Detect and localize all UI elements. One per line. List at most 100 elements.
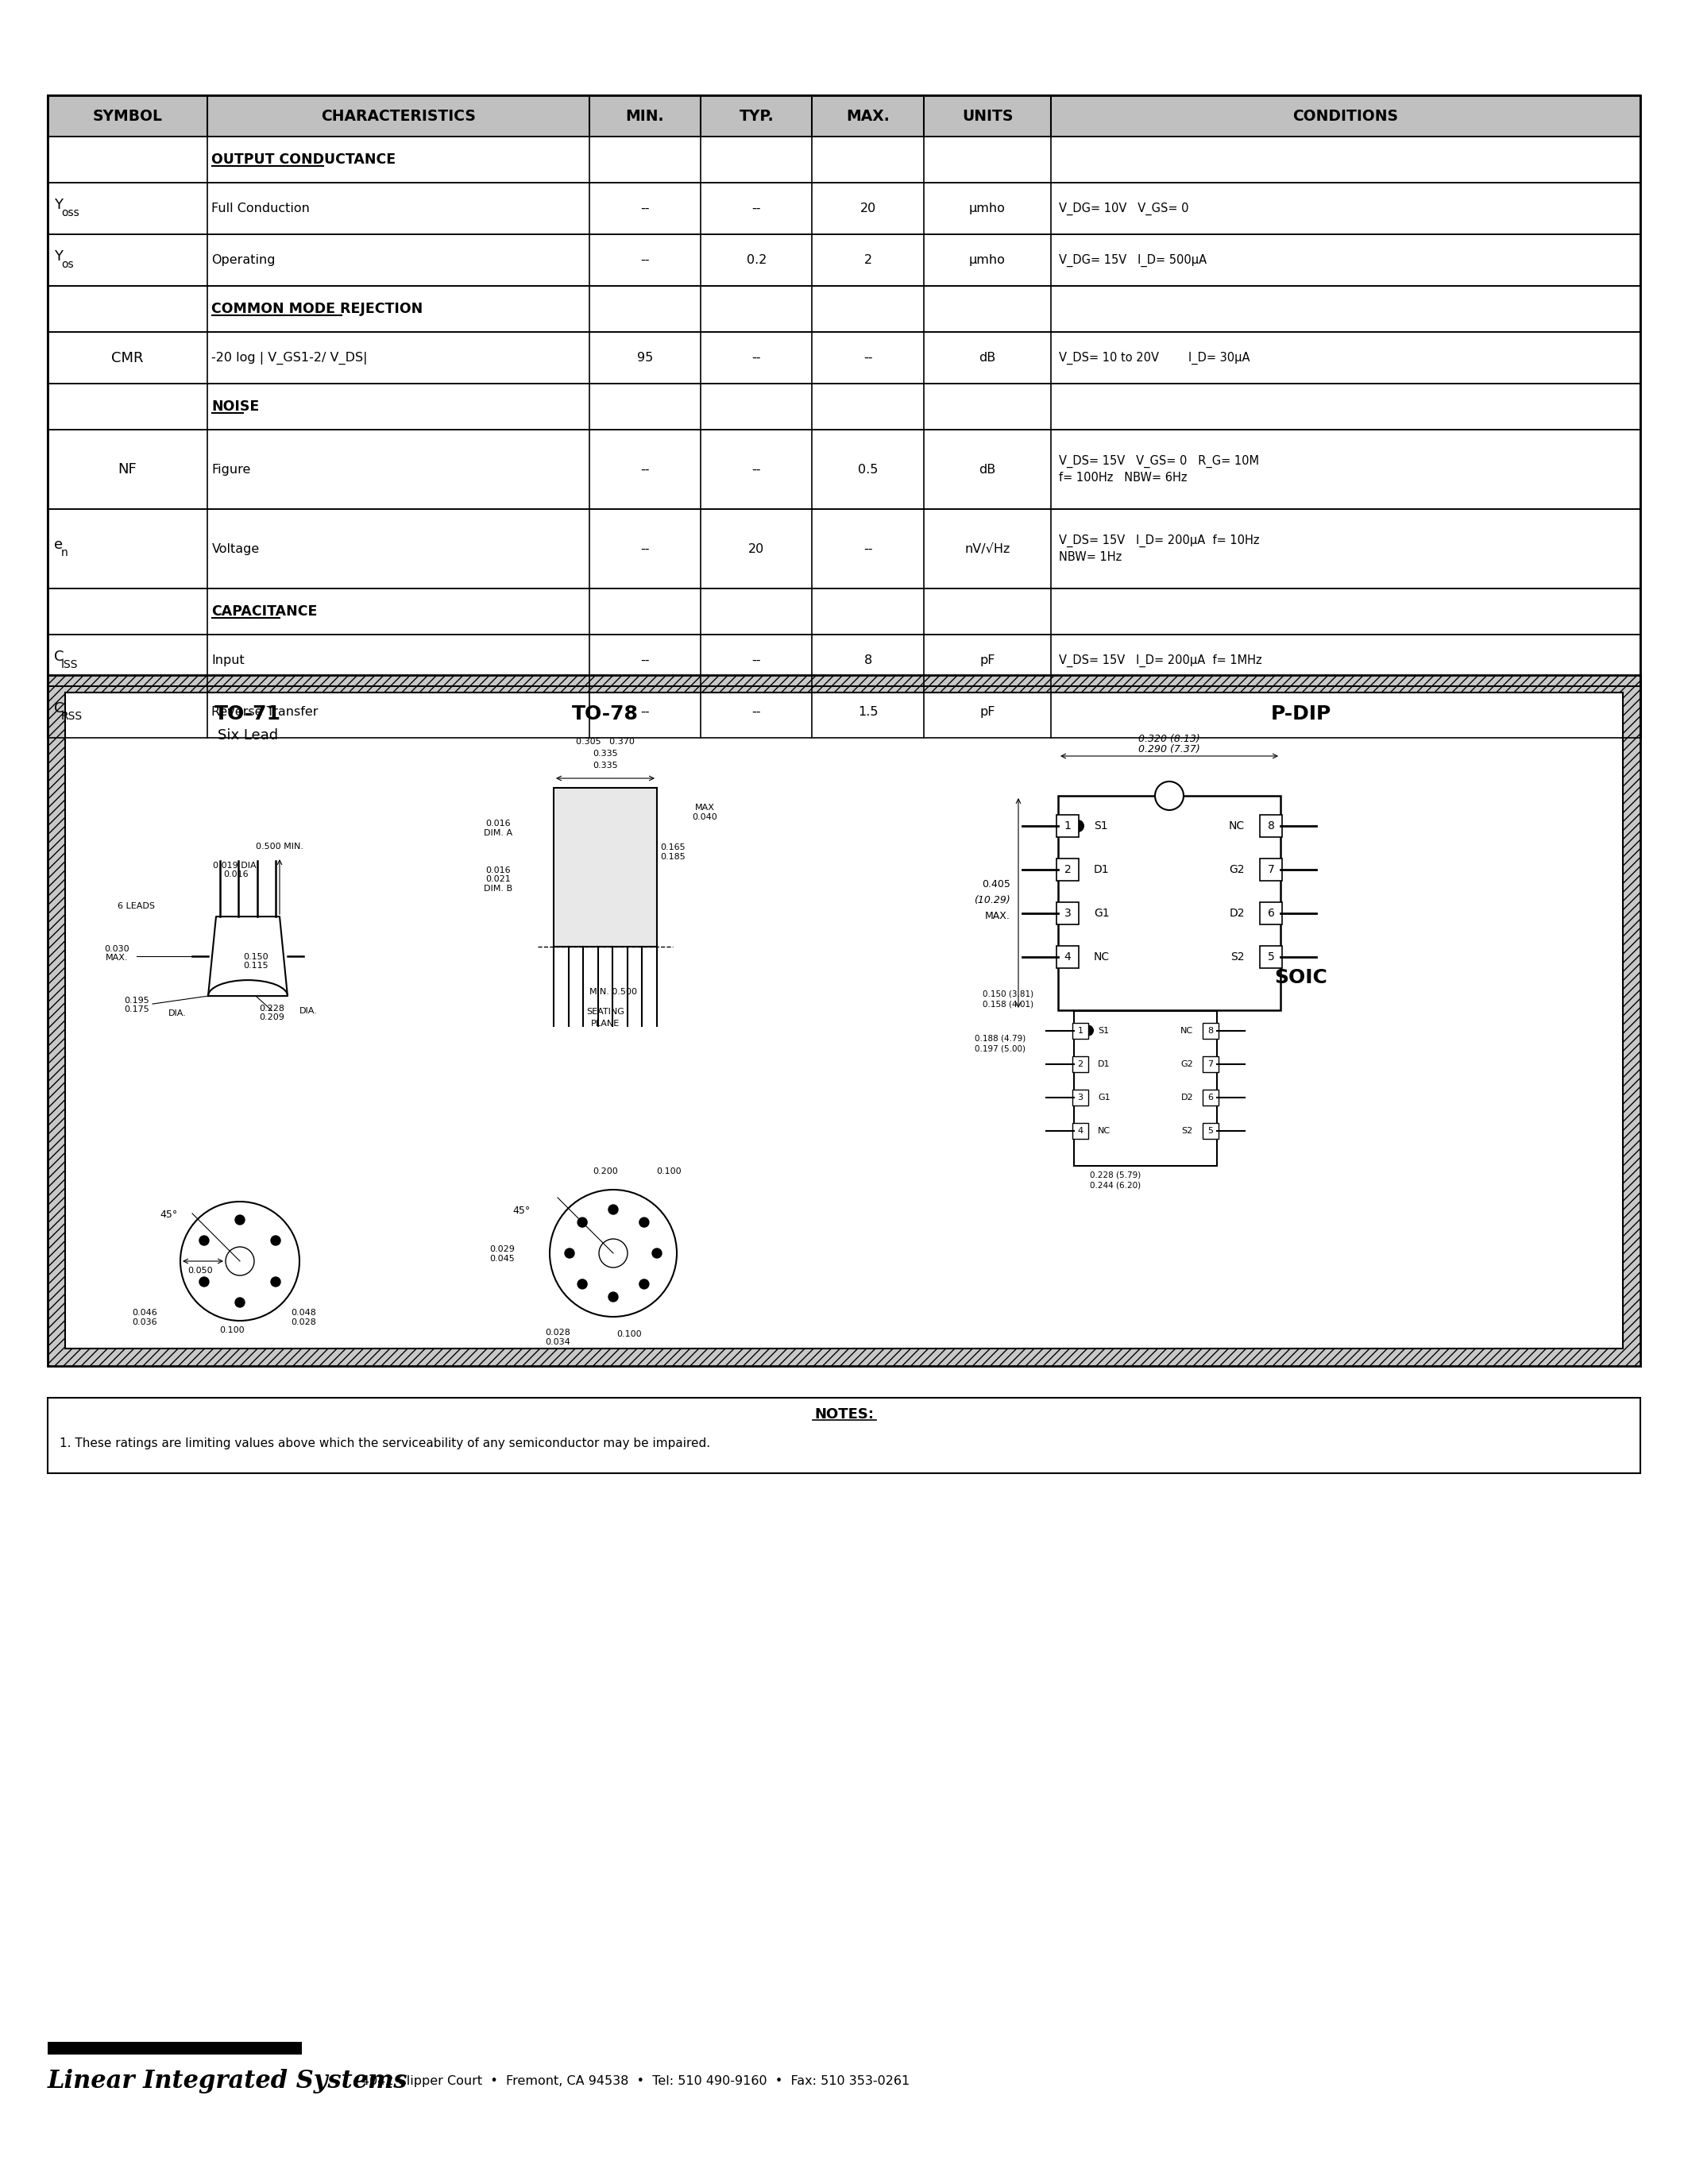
Circle shape — [199, 1278, 209, 1286]
Text: CHARACTERISTICS: CHARACTERISTICS — [321, 109, 476, 124]
Text: NOTES:: NOTES: — [814, 1406, 874, 1422]
Text: 0.335: 0.335 — [592, 749, 618, 758]
Text: pF: pF — [979, 655, 996, 666]
Text: 0.197 (5.00): 0.197 (5.00) — [974, 1044, 1026, 1053]
Text: os: os — [61, 258, 74, 269]
Text: 0.050: 0.050 — [187, 1267, 213, 1275]
Text: Reverse Transfer: Reverse Transfer — [211, 705, 319, 719]
Text: V_DG= 15V   I_D= 500μA: V_DG= 15V I_D= 500μA — [1058, 253, 1207, 266]
Text: G2: G2 — [1180, 1059, 1193, 1068]
Text: 0.290 (7.37): 0.290 (7.37) — [1138, 745, 1200, 753]
Bar — [47, 1398, 1641, 1474]
Bar — [1057, 946, 1079, 968]
Text: 0.228 (5.79): 0.228 (5.79) — [1090, 1171, 1141, 1179]
Circle shape — [640, 1216, 648, 1227]
Circle shape — [565, 1249, 574, 1258]
Bar — [47, 96, 1641, 738]
Text: TYP.: TYP. — [739, 109, 773, 124]
Text: 0.320 (8.13): 0.320 (8.13) — [1138, 734, 1200, 745]
Text: 1: 1 — [1063, 821, 1072, 832]
Text: 0.228
0.209: 0.228 0.209 — [258, 1005, 284, 1022]
Bar — [1072, 1090, 1089, 1105]
Text: 4: 4 — [1063, 952, 1072, 963]
Bar — [1057, 902, 1079, 924]
Text: dB: dB — [979, 463, 996, 476]
Text: S2: S2 — [1182, 1127, 1193, 1133]
Text: ISS: ISS — [61, 660, 78, 670]
Text: 0.100: 0.100 — [616, 1330, 641, 1339]
Text: --: -- — [751, 203, 761, 214]
Text: -20 log | V_GS1-2/ V_DS|: -20 log | V_GS1-2/ V_DS| — [211, 352, 368, 365]
Text: --: -- — [751, 463, 761, 476]
Text: V_DG= 10V   V_GS= 0: V_DG= 10V V_GS= 0 — [1058, 203, 1188, 214]
Text: μmho: μmho — [969, 253, 1006, 266]
Circle shape — [235, 1297, 245, 1308]
Text: RSS: RSS — [61, 710, 83, 721]
Text: --: -- — [640, 544, 650, 555]
Text: NF: NF — [118, 463, 137, 476]
Text: MIN.: MIN. — [626, 109, 663, 124]
Text: G2: G2 — [1229, 865, 1244, 876]
Circle shape — [1072, 819, 1084, 832]
Text: 3: 3 — [1063, 909, 1072, 919]
Text: Input: Input — [211, 655, 245, 666]
Text: Figure: Figure — [211, 463, 252, 476]
Text: 2: 2 — [864, 253, 873, 266]
Bar — [1259, 902, 1283, 924]
Text: 6: 6 — [1209, 1094, 1214, 1101]
Text: SOIC: SOIC — [1274, 968, 1327, 987]
Text: 0.029
0.045: 0.029 0.045 — [490, 1245, 515, 1262]
Text: Operating: Operating — [211, 253, 275, 266]
Bar — [1202, 1090, 1219, 1105]
Text: --: -- — [863, 544, 873, 555]
Text: D2: D2 — [1180, 1094, 1193, 1101]
Text: --: -- — [751, 352, 761, 365]
Text: --: -- — [640, 655, 650, 666]
Bar — [1072, 1022, 1089, 1037]
Text: 0.335: 0.335 — [592, 762, 618, 769]
Text: 2: 2 — [1077, 1059, 1084, 1068]
Text: 0.2: 0.2 — [746, 253, 766, 266]
Text: Linear Integrated Systems: Linear Integrated Systems — [47, 2068, 408, 2092]
Text: Six Lead: Six Lead — [218, 727, 279, 743]
Text: D1: D1 — [1094, 865, 1109, 876]
Bar — [47, 332, 1641, 384]
Bar — [1202, 1022, 1219, 1037]
Text: 0.150 (3.81): 0.150 (3.81) — [982, 989, 1033, 998]
Text: TO-78: TO-78 — [572, 705, 638, 723]
Text: MIN. 0.500: MIN. 0.500 — [589, 987, 636, 996]
Bar — [1072, 1055, 1089, 1072]
Text: 7: 7 — [1209, 1059, 1214, 1068]
Text: G1: G1 — [1094, 909, 1109, 919]
Text: V_DS= 15V   V_GS= 0   R_G= 10M: V_DS= 15V V_GS= 0 R_G= 10M — [1058, 454, 1259, 467]
Bar — [47, 384, 1641, 430]
Bar — [47, 286, 1641, 332]
Text: UNITS: UNITS — [962, 109, 1013, 124]
Circle shape — [608, 1293, 618, 1302]
Text: D2: D2 — [1229, 909, 1244, 919]
Text: OUTPUT CONDUCTANCE: OUTPUT CONDUCTANCE — [211, 153, 397, 166]
Bar — [47, 509, 1641, 587]
Text: 95: 95 — [636, 352, 653, 365]
Text: S2: S2 — [1231, 952, 1244, 963]
Text: DIA.: DIA. — [299, 1007, 317, 1016]
Text: NC: NC — [1097, 1127, 1111, 1133]
Bar — [47, 587, 1641, 636]
Text: n: n — [61, 548, 68, 559]
Text: 0.150
0.115: 0.150 0.115 — [243, 952, 268, 970]
Text: 8: 8 — [1209, 1026, 1214, 1035]
Text: 6 LEADS: 6 LEADS — [118, 902, 155, 911]
Text: V_DS= 15V   I_D= 200μA  f= 10Hz: V_DS= 15V I_D= 200μA f= 10Hz — [1058, 535, 1259, 548]
Text: NC: NC — [1229, 821, 1244, 832]
Text: --: -- — [863, 352, 873, 365]
Text: pF: pF — [979, 705, 996, 719]
Text: 20: 20 — [748, 544, 765, 555]
Text: 5: 5 — [1268, 952, 1274, 963]
Bar — [1072, 1123, 1089, 1138]
Bar — [47, 138, 1641, 183]
Text: 1. These ratings are limiting values above which the serviceability of any semic: 1. These ratings are limiting values abo… — [59, 1437, 711, 1450]
Bar — [1058, 795, 1281, 1011]
Text: V_DS= 10 to 20V        I_D= 30μA: V_DS= 10 to 20V I_D= 30μA — [1058, 352, 1251, 365]
Text: dB: dB — [979, 352, 996, 365]
Circle shape — [640, 1280, 648, 1289]
